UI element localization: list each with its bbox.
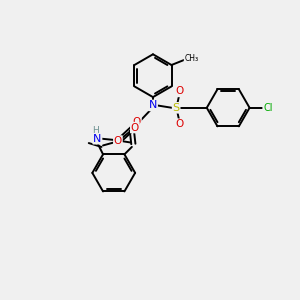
Text: N: N (93, 134, 102, 144)
Text: O: O (114, 136, 122, 146)
Text: S: S (172, 103, 180, 113)
Text: N: N (149, 100, 157, 110)
Text: O: O (133, 117, 141, 127)
Text: Cl: Cl (263, 103, 273, 113)
Text: O: O (131, 123, 139, 133)
Text: O: O (176, 119, 184, 129)
Text: O: O (176, 86, 184, 96)
Text: H: H (92, 126, 98, 135)
Text: CH₃: CH₃ (184, 54, 199, 63)
